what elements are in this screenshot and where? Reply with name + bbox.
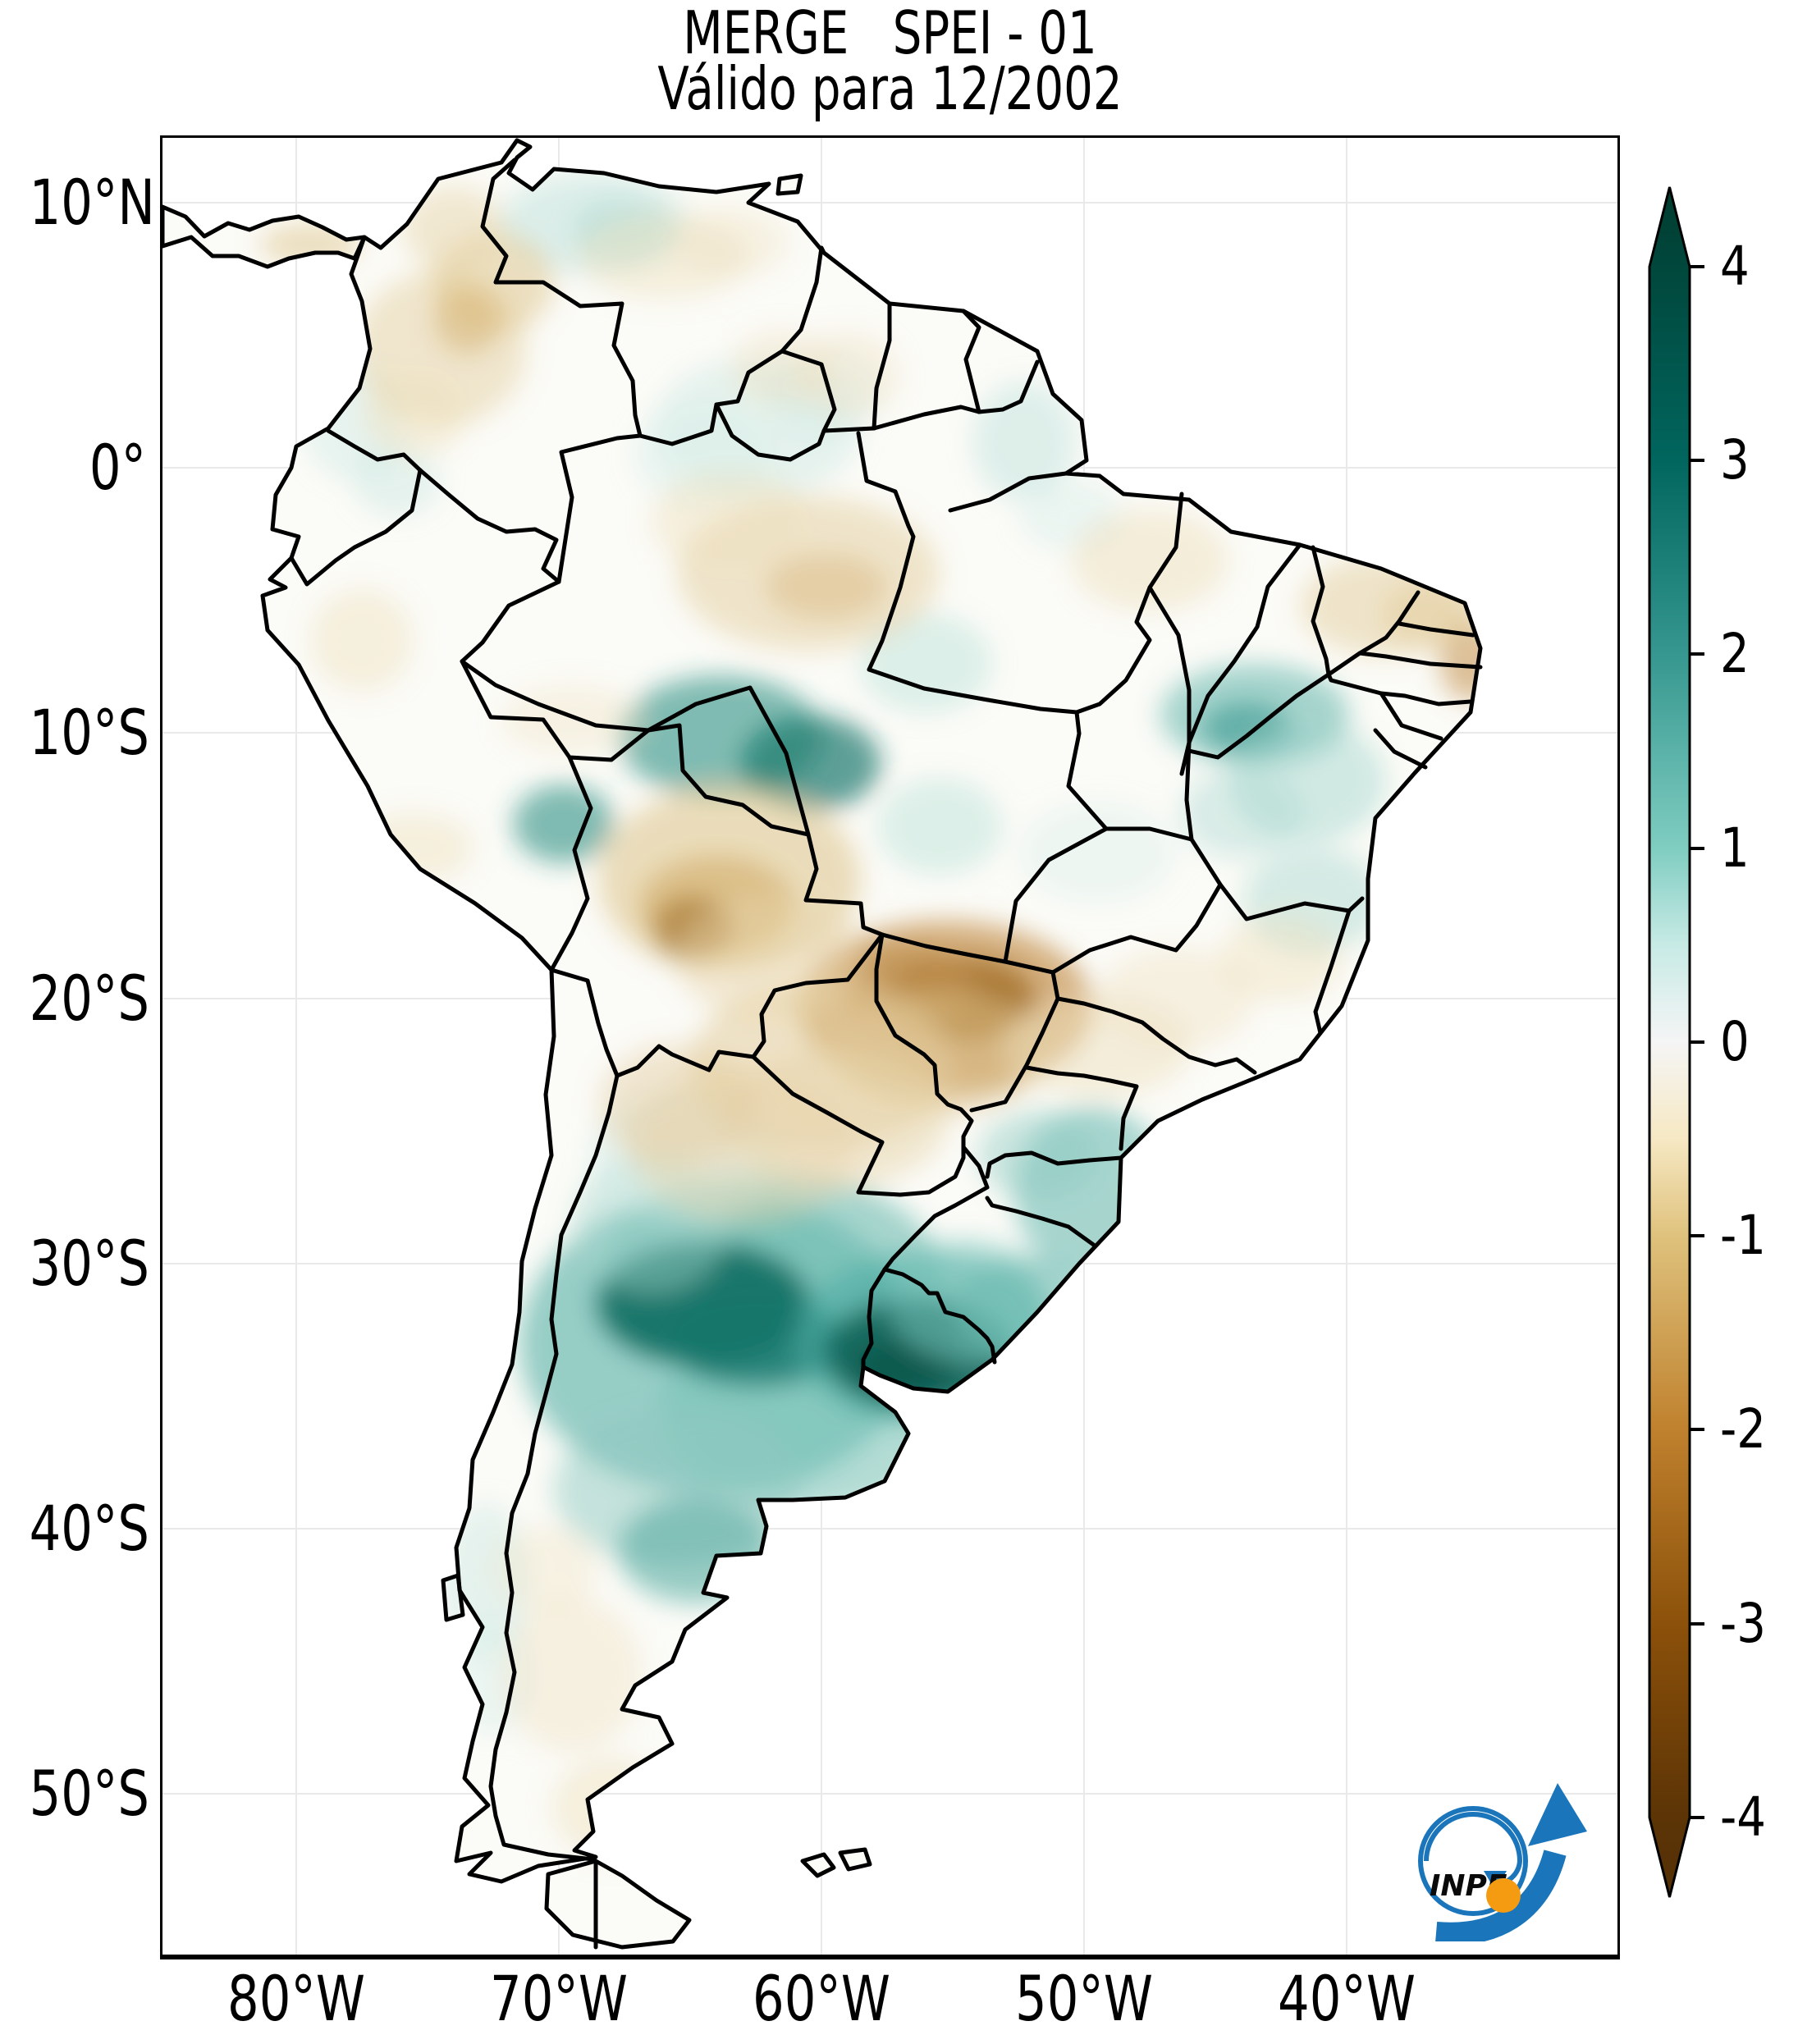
chart-title: MERGE SPEI - 01 Válido para 12/2002 — [162, 0, 1617, 123]
inpe-logo: INPE — [1418, 1783, 1587, 1941]
cbar-tick-m4: -4 — [1720, 1786, 1766, 1849]
lat-tick-10s: 10°S — [29, 696, 149, 769]
lat-tick-10n: 10°N — [29, 166, 155, 239]
cbar-tick-1: 1 — [1720, 816, 1750, 880]
lon-tick-50w: 50°W — [1015, 1962, 1153, 2035]
country-borders — [289, 158, 1040, 1950]
lat-tick-40s: 40°S — [29, 1492, 149, 1565]
title-line-1: MERGE SPEI - 01 — [683, 0, 1097, 67]
logo-circle — [1418, 1806, 1528, 1916]
logo-swoosh-arrowhead — [1528, 1783, 1587, 1846]
cbar-tick-m3: -3 — [1720, 1592, 1766, 1655]
lon-tick-70w: 70°W — [490, 1962, 628, 2035]
colorbar-ticks — [1690, 265, 1704, 1819]
lat-tick-0: 0° — [89, 431, 146, 504]
lon-tick-60w: 60°W — [753, 1962, 890, 2035]
lon-tick-40w: 40°W — [1278, 1962, 1416, 2035]
title-line-2: Válido para 12/2002 — [657, 54, 1123, 123]
lat-tick-20s: 20°S — [29, 962, 149, 1035]
colorbar — [1648, 186, 1704, 1898]
lat-tick-30s: 30°S — [29, 1227, 149, 1300]
logo-orange-ball — [1486, 1878, 1521, 1913]
lon-tick-80w: 80°W — [227, 1962, 365, 2035]
cbar-tick-3: 3 — [1720, 428, 1750, 492]
logo-spiral — [1424, 1812, 1523, 1887]
cbar-tick-2: 2 — [1720, 622, 1750, 685]
colorbar-gradient-bar — [1648, 186, 1691, 1898]
lat-tick-50s: 50°S — [29, 1757, 149, 1830]
cbar-tick-4: 4 — [1720, 235, 1750, 298]
state-borders — [460, 402, 1483, 1248]
south-america-map — [162, 138, 1617, 1955]
cbar-tick-0: 0 — [1720, 1010, 1750, 1073]
logo-swoosh-arrow — [1435, 1850, 1567, 1941]
cbar-tick-m2: -2 — [1720, 1397, 1766, 1461]
map-plot-area — [160, 135, 1620, 1959]
cbar-tick-m1: -1 — [1720, 1204, 1766, 1267]
